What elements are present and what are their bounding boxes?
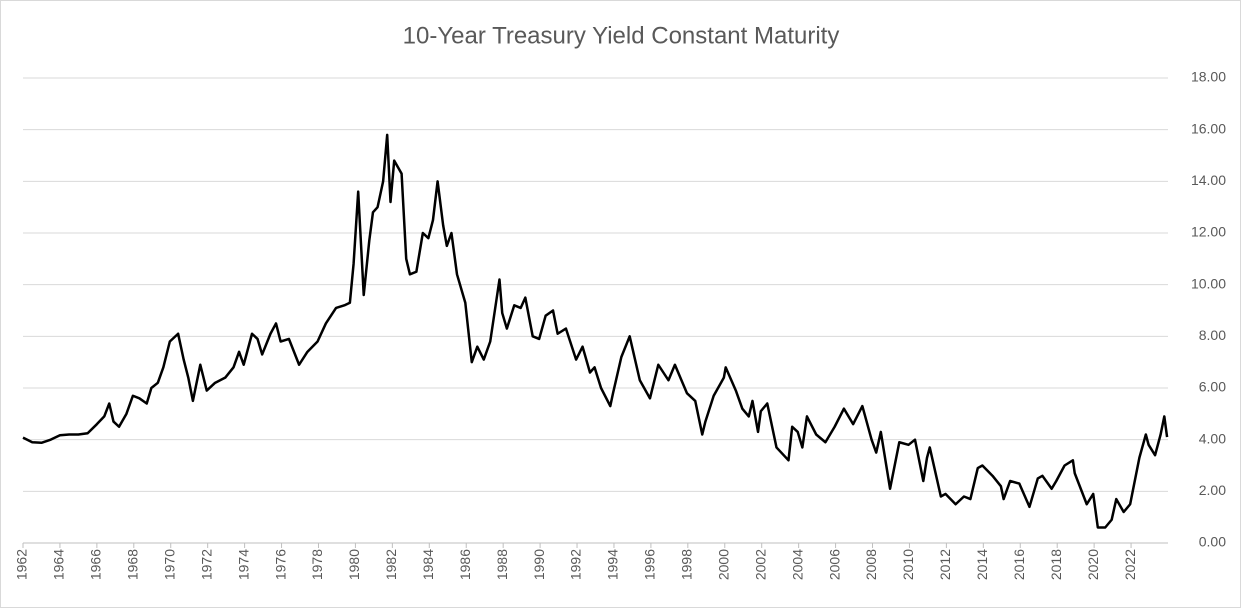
x-tick-label: 2022	[1122, 549, 1138, 580]
y-tick-label: 8.00	[1199, 327, 1226, 343]
x-tick-label: 1972	[198, 549, 214, 580]
x-tick-label: 1976	[272, 549, 288, 580]
x-tick-label: 2008	[863, 549, 879, 580]
x-tick-label: 2016	[1011, 549, 1027, 580]
y-tick-label: 0.00	[1199, 534, 1226, 550]
x-tick-label: 1992	[568, 549, 584, 580]
x-tick-label: 1984	[420, 549, 436, 580]
x-tick-label: 1970	[161, 549, 177, 580]
y-tick-label: 14.00	[1191, 172, 1226, 188]
x-tick-label: 2004	[789, 549, 805, 580]
chart-title: 10-Year Treasury Yield Constant Maturity	[403, 22, 840, 49]
x-tick-label: 2006	[826, 549, 842, 580]
x-tick-label: 1986	[457, 549, 473, 580]
line-series	[22, 133, 1169, 529]
y-tick-label: 10.00	[1191, 275, 1226, 291]
x-tick-label: 1962	[14, 549, 30, 580]
x-tick-label: 1990	[531, 549, 547, 580]
x-tick-label: 1988	[494, 549, 510, 580]
x-tick-label: 1998	[679, 549, 695, 580]
x-tick-label: 2014	[974, 549, 990, 580]
x-tick-label: 1980	[346, 549, 362, 580]
y-tick-label: 2.00	[1199, 482, 1226, 498]
x-tick-label: 1966	[88, 549, 104, 580]
y-tick-label: 16.00	[1191, 120, 1226, 136]
x-tick-label: 2020	[1085, 549, 1101, 580]
x-tick-label: 2018	[1048, 549, 1064, 580]
x-tick-label: 1964	[51, 549, 67, 580]
y-tick-label: 18.00	[1191, 69, 1226, 85]
y-tick-label: 6.00	[1199, 379, 1226, 395]
x-tick-label: 1982	[383, 549, 399, 580]
x-tick-label: 2010	[900, 549, 916, 580]
x-tick-label: 2000	[715, 549, 731, 580]
y-tick-label: 12.00	[1191, 224, 1226, 240]
x-tick-label: 1974	[235, 549, 251, 580]
x-tick-label: 2012	[937, 549, 953, 580]
x-tick-label: 1978	[309, 549, 325, 580]
x-tick-label: 1968	[125, 549, 141, 580]
y-tick-label: 4.00	[1199, 430, 1226, 446]
x-tick-label: 2002	[752, 549, 768, 580]
x-tick-label: 1996	[642, 549, 658, 580]
x-tick-label: 1994	[605, 549, 621, 580]
